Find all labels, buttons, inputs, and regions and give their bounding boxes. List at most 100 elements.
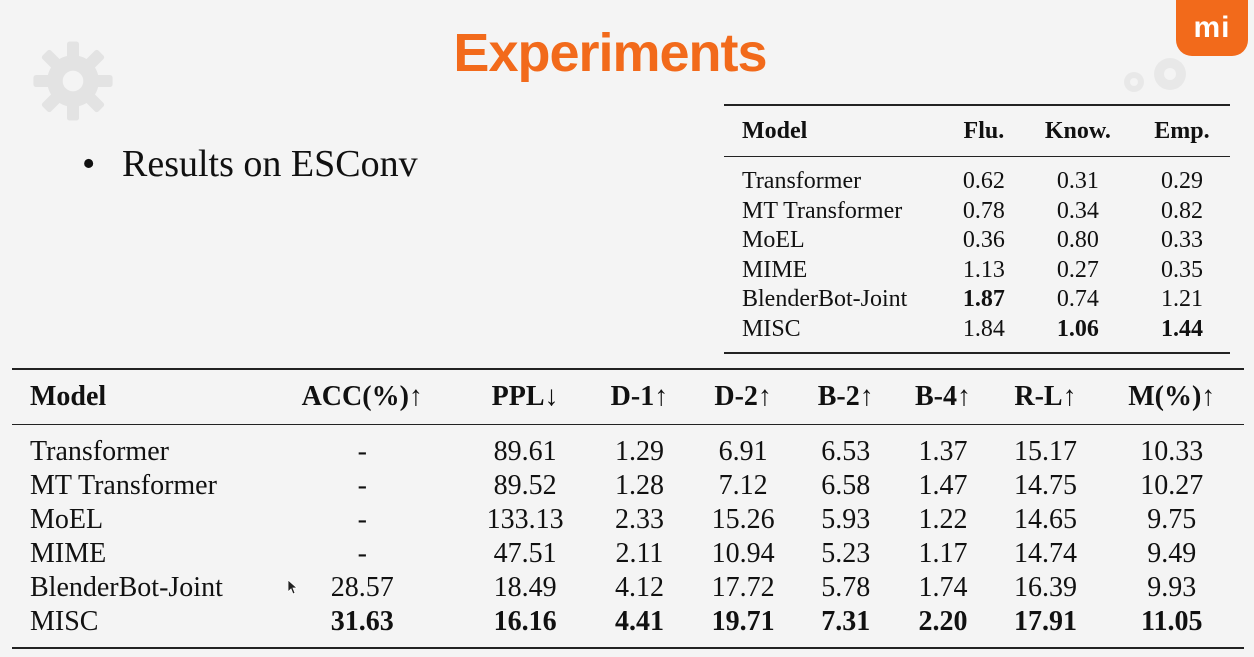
value-cell: 1.47 xyxy=(918,470,968,501)
value-cell: 0.35 xyxy=(1160,256,1203,283)
value-cell: 16.39 xyxy=(1014,572,1078,603)
model-cell: BlenderBot-Joint xyxy=(30,572,223,603)
bullet-text: Results on ESConv xyxy=(122,143,418,185)
header-cell: D-2↑ xyxy=(714,381,772,412)
value-cell: 9.49 xyxy=(1147,538,1197,569)
value-cell: 0.29 xyxy=(1160,168,1203,194)
value-cell: 17.72 xyxy=(711,572,775,603)
value-cell: 1.21 xyxy=(1160,286,1203,312)
value-cell: 0.78 xyxy=(962,197,1005,224)
value-cell: 9.93 xyxy=(1147,572,1197,603)
value-cell: 15.26 xyxy=(711,504,775,535)
header-cell: Model xyxy=(30,381,107,412)
value-cell: 0.74 xyxy=(1056,286,1099,312)
table-row: Transformer - 89.61 1.29 6.91 6.53 1.37 … xyxy=(12,425,1244,470)
value-cell: 28.57 xyxy=(330,572,394,603)
small-gears-icon xyxy=(1124,58,1186,92)
value-cell: 0.31 xyxy=(1056,168,1099,194)
value-cell: 1.22 xyxy=(918,504,968,535)
mouse-cursor-icon xyxy=(288,580,298,595)
model-cell: MT Transformer xyxy=(30,470,217,501)
value-cell: 5.78 xyxy=(821,572,871,603)
table-header-row: Model Flu. Know. Emp. xyxy=(724,105,1230,157)
table-row: Transformer 0.62 0.31 0.29 xyxy=(724,157,1230,197)
header-cell: B-2↑ xyxy=(817,381,874,412)
value-cell: 0.82 xyxy=(1160,197,1203,224)
value-cell: 10.94 xyxy=(711,538,775,569)
brand-logo: mi xyxy=(1176,0,1248,56)
value-cell: 1.87 xyxy=(962,286,1005,312)
value-cell: 1.06 xyxy=(1056,315,1099,342)
header-cell: D-1↑ xyxy=(610,381,669,412)
value-cell: - xyxy=(357,504,367,535)
value-cell: 47.51 xyxy=(493,538,557,569)
model-cell: MISC xyxy=(30,606,99,637)
value-cell: 5.23 xyxy=(821,538,871,569)
model-cell: MoEL xyxy=(30,504,104,535)
bullet-dot: • xyxy=(82,143,96,185)
value-cell: 4.12 xyxy=(614,572,664,603)
value-cell: 10.33 xyxy=(1140,436,1204,467)
model-cell: MIME xyxy=(742,256,808,283)
model-cell: BlenderBot-Joint xyxy=(742,286,908,312)
header-cell: Emp. xyxy=(1154,117,1210,144)
value-cell: 0.27 xyxy=(1056,256,1099,283)
value-cell: 1.13 xyxy=(962,256,1005,283)
value-cell: 1.29 xyxy=(614,436,664,467)
value-cell: 89.61 xyxy=(493,436,557,467)
value-cell: 2.11 xyxy=(615,538,664,569)
value-cell: 1.84 xyxy=(962,315,1005,342)
value-cell: 2.33 xyxy=(614,504,664,535)
value-cell: 9.75 xyxy=(1147,504,1197,535)
table-row: MISC 1.84 1.06 1.44 xyxy=(724,315,1230,353)
model-cell: MT Transformer xyxy=(742,197,903,224)
header-cell: PPL↓ xyxy=(491,381,559,412)
header-cell: Flu. xyxy=(963,117,1005,144)
header-cell: ACC(%)↑ xyxy=(301,381,423,412)
bullet-point: • Results on ESConv xyxy=(82,142,418,186)
value-cell: 1.28 xyxy=(614,470,664,501)
header-cell: M(%)↑ xyxy=(1128,381,1216,412)
value-cell: 2.20 xyxy=(918,606,968,637)
table-row: MT Transformer 0.78 0.34 0.82 xyxy=(724,197,1230,227)
value-cell: 17.91 xyxy=(1014,606,1078,637)
table-row: MISC 31.63 16.16 4.41 19.71 7.31 2.20 17… xyxy=(12,605,1244,648)
value-cell: 11.05 xyxy=(1140,606,1203,637)
table-row: BlenderBot-Joint 28.57 18.49 4.12 17.72 … xyxy=(12,571,1244,605)
table-row: MoEL 0.36 0.80 0.33 xyxy=(724,226,1230,256)
header-cell: R-L↑ xyxy=(1014,381,1077,412)
value-cell: 6.91 xyxy=(718,436,768,467)
auto-eval-table: Model ACC(%)↑ PPL↓ D-1↑ D-2↑ B-2↑ B-4↑ R… xyxy=(12,368,1244,649)
value-cell: 19.71 xyxy=(711,606,775,637)
value-cell: 1.74 xyxy=(918,572,968,603)
gear-icon xyxy=(33,41,113,121)
value-cell: 1.17 xyxy=(918,538,968,569)
model-cell: MIME xyxy=(30,538,107,569)
value-cell: 7.31 xyxy=(821,606,871,637)
value-cell: - xyxy=(357,470,367,501)
table-row: MoEL - 133.13 2.33 15.26 5.93 1.22 14.65… xyxy=(12,503,1244,537)
value-cell: 4.41 xyxy=(614,606,664,637)
value-cell: 1.37 xyxy=(918,436,968,467)
value-cell: 7.12 xyxy=(718,470,768,501)
value-cell: 14.65 xyxy=(1014,504,1078,535)
table-row: MIME - 47.51 2.11 10.94 5.23 1.17 14.74 … xyxy=(12,537,1244,571)
value-cell: 15.17 xyxy=(1014,436,1078,467)
value-cell: 0.62 xyxy=(962,168,1005,194)
value-cell: 16.16 xyxy=(493,606,557,637)
value-cell: 14.74 xyxy=(1014,538,1078,569)
value-cell: 89.52 xyxy=(493,470,557,501)
value-cell: 5.93 xyxy=(821,504,871,535)
value-cell: 133.13 xyxy=(486,504,564,535)
value-cell: 0.34 xyxy=(1056,197,1099,224)
value-cell: 6.53 xyxy=(821,436,871,467)
value-cell: 1.44 xyxy=(1160,315,1203,342)
model-cell: Transformer xyxy=(30,436,169,467)
table-row: MIME 1.13 0.27 0.35 xyxy=(724,256,1230,286)
value-cell: 18.49 xyxy=(493,572,557,603)
value-cell: - xyxy=(357,538,367,569)
value-cell: 0.36 xyxy=(962,227,1005,253)
table-row: BlenderBot-Joint 1.87 0.74 1.21 xyxy=(724,285,1230,315)
model-cell: MoEL xyxy=(742,227,805,253)
header-cell: Know. xyxy=(1044,117,1111,144)
